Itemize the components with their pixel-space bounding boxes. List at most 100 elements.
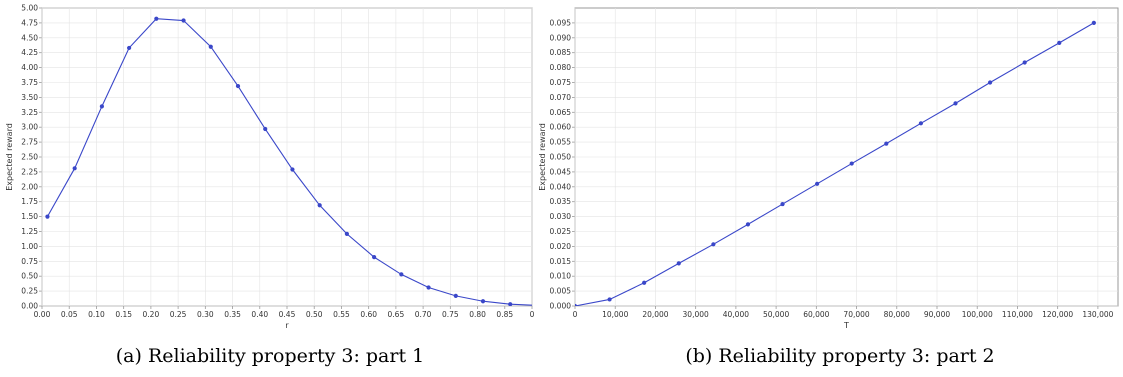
y-tick-label: 4.50: [21, 33, 38, 42]
x-tick-label: 0: [573, 310, 578, 319]
x-tick-label: 90,000: [924, 310, 950, 319]
y-tick-label: 0.005: [550, 287, 572, 296]
y-tick-label: 5.00: [21, 4, 38, 13]
x-tick-label: 0.65: [388, 310, 405, 319]
data-point: [181, 18, 186, 23]
y-tick-label: 0.030: [550, 212, 572, 221]
y-tick-label: 0.010: [550, 272, 572, 281]
y-tick-label: 0.000: [550, 302, 572, 311]
data-point: [642, 280, 647, 285]
y-axis-label: Expected reward: [5, 123, 14, 191]
x-tick-label: 0.30: [197, 310, 214, 319]
y-tick-label: 0.080: [550, 63, 572, 72]
data-point: [480, 299, 486, 304]
data-point: [535, 303, 539, 307]
data-point: [99, 104, 104, 109]
data-point: [426, 285, 431, 290]
y-tick-label: 0.50: [21, 272, 38, 281]
y-tick-label: 3.00: [21, 123, 38, 132]
x-tick-label: 0.15: [115, 310, 132, 319]
data-point: [918, 121, 924, 126]
x-tick-label: 0.05: [61, 310, 78, 319]
y-tick-label: 4.00: [21, 63, 38, 72]
y-tick-label: 3.75: [21, 78, 38, 87]
y-tick-label: 0.095: [550, 18, 572, 27]
series-line: [575, 22, 1095, 306]
x-tick-label: 0.70: [415, 310, 432, 319]
y-tick-label: 0.75: [21, 257, 38, 266]
y-tick-label: 3.50: [21, 93, 38, 102]
chart-b: 0.000 0.005 0.010 0.015 0.020 0.025 0.030 0.035…: [538, 7, 1119, 330]
y-tick-label: 0.065: [550, 108, 572, 117]
y-tick-label: 0.015: [550, 257, 572, 266]
data-point: [127, 45, 132, 51]
x-tick-label: 0.55: [333, 310, 350, 319]
x-tick-label: 0.25: [170, 310, 187, 319]
y-tick-label: 0.090: [550, 33, 572, 42]
x-tick-label: 0: [530, 310, 535, 319]
x-tick-label: 20,000: [642, 310, 668, 319]
series-group: [45, 16, 539, 307]
data-point: [849, 161, 854, 166]
x-tick-label: 0.40: [251, 310, 268, 319]
data-point: [45, 214, 50, 219]
y-tick-label: 0.055: [550, 138, 572, 147]
x-tick-label: 0.60: [360, 310, 377, 319]
data-point: [780, 201, 785, 207]
data-point: [815, 181, 820, 186]
series-group: [575, 20, 1096, 306]
x-tick-label: 0.75: [442, 310, 459, 319]
data-point: [453, 293, 458, 298]
data-point: [317, 203, 322, 208]
data-point: [72, 166, 77, 171]
x-tick-label: 110,000: [1002, 310, 1033, 319]
data-point: [1022, 60, 1027, 65]
data-point: [208, 44, 213, 49]
data-point: [676, 261, 681, 266]
data-point: [953, 101, 958, 106]
y-tick-label: 0.00: [21, 302, 38, 311]
data-point: [1057, 40, 1062, 45]
x-tick-label: 0.45: [279, 310, 296, 319]
data-point: [711, 242, 716, 247]
x-axis-label: T: [843, 321, 849, 330]
x-tick-label: 0.35: [224, 310, 241, 319]
x-tick-label: 60,000: [803, 310, 829, 319]
y-tick-label: 2.75: [21, 138, 38, 147]
data-point: [290, 167, 295, 172]
x-tick-label: 130,000: [1082, 310, 1113, 319]
data-point: [745, 222, 751, 227]
caption-a: (a) Reliability property 3: part 1: [116, 345, 424, 367]
y-tick-label: 0.070: [550, 93, 572, 102]
x-tick-label: 100,000: [962, 310, 993, 319]
y-tick-label: 3.25: [21, 108, 38, 117]
caption-b: (b) Reliability property 3: part 2: [685, 345, 994, 367]
y-tick-label: 0.075: [550, 78, 572, 87]
x-tick-label: 40,000: [723, 310, 749, 319]
data-point: [263, 126, 268, 132]
y-tick-label: 0.085: [550, 48, 572, 57]
x-tick-label: 70,000: [843, 310, 869, 319]
y-tick-label: 2.00: [21, 182, 38, 191]
x-tick-label: 50,000: [763, 310, 789, 319]
data-point: [607, 297, 612, 302]
y-tick-label: 0.060: [550, 123, 572, 132]
x-tick-label: 0.50: [306, 310, 323, 319]
data-point: [372, 255, 377, 260]
y-tick-label: 0.025: [550, 227, 572, 236]
y-tick-label: 2.25: [21, 167, 38, 176]
y-tick-label: 0.050: [550, 153, 572, 162]
data-point: [884, 141, 889, 146]
y-tick-label: 0.045: [550, 167, 572, 176]
data-point: [575, 303, 578, 306]
x-tick-label: 30,000: [683, 310, 709, 319]
y-tick-label: 0.25: [21, 287, 38, 296]
y-tick-label: 0.040: [550, 182, 572, 191]
x-tick-label: 10,000: [602, 310, 628, 319]
chart-a: 0.00 0.25 0.50 0.75 1.00 1.25 1.50 1.75 2.00 2.25…: [5, 4, 539, 331]
y-tick-label: 0.020: [550, 242, 572, 251]
data-point: [987, 80, 993, 85]
data-point: [508, 302, 513, 306]
x-tick-label: 0.20: [143, 310, 160, 319]
